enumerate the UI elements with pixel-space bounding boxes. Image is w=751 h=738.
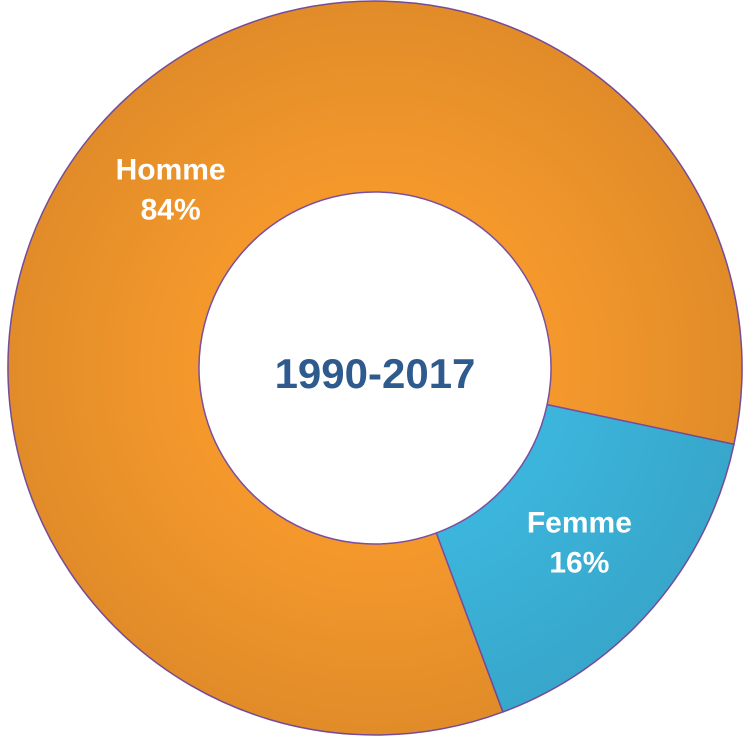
slice-label: Femme — [527, 506, 632, 539]
slice-label: Homme — [116, 153, 226, 186]
slice-value-label: 16% — [549, 546, 609, 579]
slice-value-label: 84% — [141, 193, 201, 226]
center-title: 1990-2017 — [275, 350, 476, 397]
